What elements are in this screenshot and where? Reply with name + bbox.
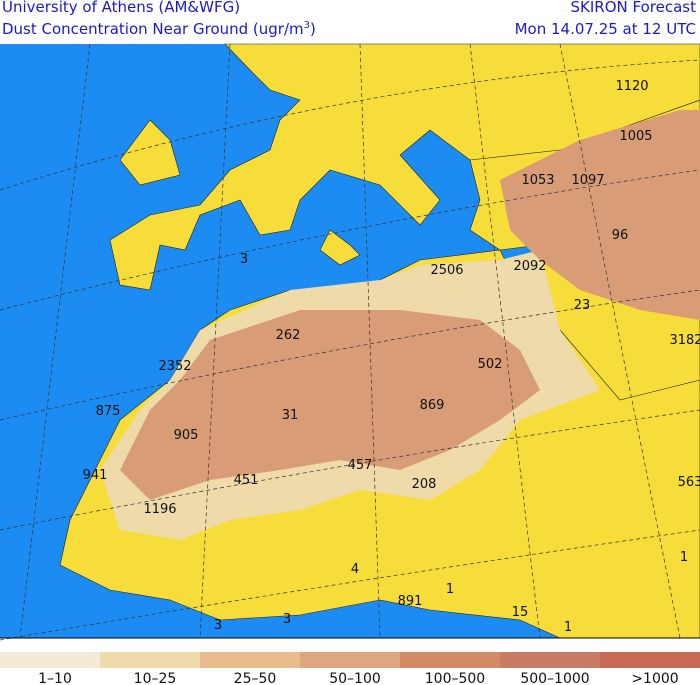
- legend-swatch: [600, 652, 700, 668]
- map-label: 891: [398, 594, 423, 609]
- map-label: 96: [612, 228, 629, 243]
- legend-label: 10–25: [134, 671, 177, 685]
- map-label: 3182: [669, 333, 700, 348]
- map-label: 208: [412, 477, 437, 492]
- legend-label: >1000: [631, 671, 678, 685]
- map-label: 451: [234, 473, 259, 488]
- map-label: 15: [512, 605, 529, 620]
- legend-label: 50–100: [329, 671, 381, 685]
- legend-label: 25–50: [234, 671, 277, 685]
- map-label: 1120: [615, 79, 648, 94]
- map-label: 502: [478, 357, 503, 372]
- map-label: 3: [283, 612, 291, 627]
- legend-swatch: [0, 652, 100, 668]
- map-label: 23: [574, 298, 591, 313]
- map-label: 1196: [143, 502, 176, 517]
- legend-swatch: [200, 652, 300, 668]
- map-label: 457: [348, 458, 373, 473]
- map-label: 563: [678, 475, 700, 490]
- map-label: 1: [564, 620, 572, 635]
- map-label: 2352: [158, 359, 191, 374]
- legend-label: 500–1000: [520, 671, 589, 685]
- left-title: University of Athens (AM&WFG): [2, 0, 241, 16]
- right-title: SKIRON Forecast: [570, 0, 696, 16]
- map-label: 3: [214, 618, 222, 633]
- map-label: 2092: [513, 259, 546, 274]
- legend-swatch: [300, 652, 400, 668]
- map-label: 1005: [619, 129, 652, 144]
- subtitle-suffix: ): [310, 20, 316, 38]
- legend-label: 1–10: [38, 671, 72, 685]
- legend-label: 100–500: [425, 671, 485, 685]
- map-label: 869: [420, 398, 445, 413]
- legend-swatch: [500, 652, 600, 668]
- map-label: 262: [276, 328, 301, 343]
- map-label: 4: [351, 562, 359, 577]
- map-label: 31: [282, 408, 299, 423]
- graticule: [0, 43, 700, 641]
- legend-swatch: [400, 652, 500, 668]
- legend-swatch: [100, 652, 200, 668]
- map-label: 2506: [430, 263, 463, 278]
- map-label: 1: [446, 582, 454, 597]
- map-label: 3: [240, 252, 248, 267]
- map-label: 1: [680, 550, 688, 565]
- subtitle-text: Dust Concentration Near Ground (ugr/m: [2, 20, 304, 38]
- left-subtitle: Dust Concentration Near Ground (ugr/m3): [2, 20, 316, 38]
- map-label: 1053: [521, 173, 554, 188]
- map-label: 1097: [571, 173, 604, 188]
- map-label: 941: [83, 468, 108, 483]
- map-label: 905: [174, 428, 199, 443]
- map-label: 875: [96, 404, 121, 419]
- dust-zone-east: [500, 110, 700, 320]
- subtitle-exponent: 3: [303, 20, 311, 31]
- right-subtitle: Mon 14.07.25 at 12 UTC: [514, 20, 696, 38]
- italy: [319, 229, 361, 266]
- dust-zone-high: [120, 310, 540, 500]
- british-isles: [119, 119, 181, 186]
